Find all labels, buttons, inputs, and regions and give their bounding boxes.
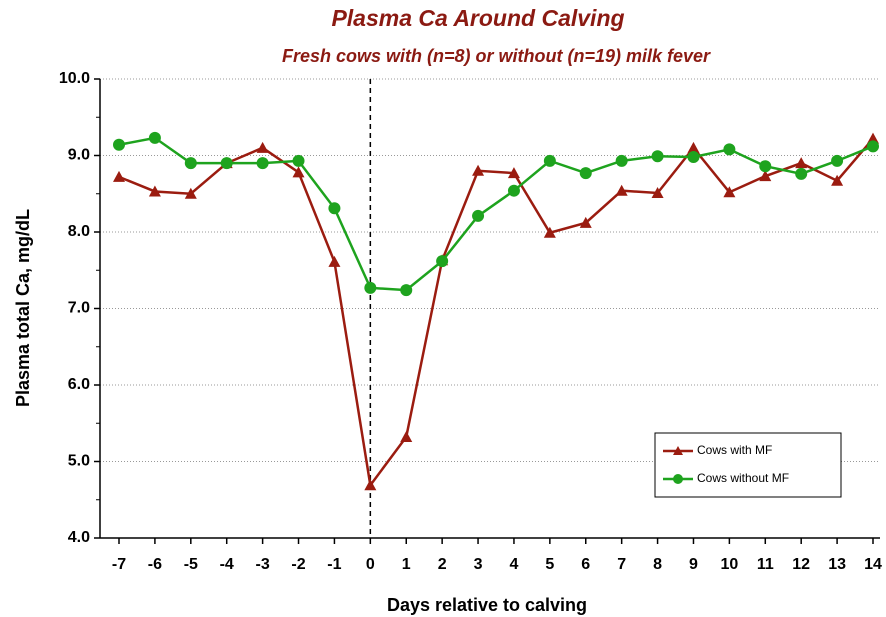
- data-point: [364, 281, 377, 294]
- x-tick-label: -6: [148, 556, 162, 573]
- x-tick-label: -5: [184, 556, 198, 573]
- x-tick-label: 2: [438, 556, 447, 573]
- x-tick-label: 14: [864, 556, 882, 573]
- x-tick-label: 5: [545, 556, 554, 573]
- legend-marker: [673, 446, 683, 455]
- y-axis-label: Plasma total Ca, mg/dL: [13, 209, 33, 407]
- x-tick-label: 10: [720, 556, 738, 573]
- x-tick-label: -4: [220, 556, 234, 573]
- data-point: [292, 154, 305, 167]
- series-line: [118, 137, 874, 489]
- data-point: [364, 479, 377, 491]
- data-point: [867, 140, 879, 153]
- x-tick-label: 11: [757, 556, 774, 573]
- y-tick-label: 8.0: [68, 223, 90, 240]
- data-point: [328, 255, 341, 267]
- data-point: [795, 157, 808, 169]
- data-point: [543, 226, 556, 238]
- data-point: [436, 255, 449, 268]
- x-tick-label: 3: [474, 556, 483, 573]
- data-point: [723, 143, 736, 156]
- data-point: [867, 132, 879, 144]
- data-point: [220, 157, 233, 170]
- data-point: [651, 150, 664, 163]
- data-point: [687, 141, 700, 153]
- data-point: [723, 186, 736, 198]
- data-point: [687, 151, 700, 164]
- data-point: [507, 184, 520, 197]
- data-point: [113, 138, 125, 151]
- y-tick-label: 6.0: [68, 376, 90, 393]
- x-tick-label: -7: [112, 556, 126, 573]
- data-point: [113, 170, 125, 182]
- chart-title: Plasma Ca Around Calving: [331, 5, 624, 31]
- data-point: [759, 170, 772, 182]
- data-point: [579, 216, 592, 228]
- data-point: [615, 154, 628, 167]
- data-point: [184, 187, 197, 199]
- data-point: [292, 166, 305, 178]
- data-point: [507, 167, 520, 179]
- chart-subtitle: Fresh cows with (n=8) or without (n=19) …: [282, 46, 711, 66]
- legend-label: Cows without MF: [697, 471, 789, 485]
- data-point: [795, 167, 808, 180]
- y-tick-label: 4.0: [68, 529, 90, 546]
- x-tick-label: 9: [689, 556, 698, 573]
- series-line: [118, 136, 874, 292]
- y-tick-label: 10.0: [59, 70, 90, 87]
- data-point: [148, 131, 161, 144]
- data-point: [831, 174, 844, 186]
- x-tick-label: 12: [792, 556, 810, 573]
- data-point: [759, 160, 772, 173]
- data-point: [579, 167, 592, 180]
- data-point: [256, 157, 269, 170]
- data-point: [651, 186, 664, 198]
- data-point: [400, 284, 413, 297]
- x-tick-label: 13: [828, 556, 846, 573]
- x-tick-label: 8: [653, 556, 662, 573]
- data-point: [256, 141, 269, 153]
- data-point: [831, 154, 844, 167]
- data-point: [148, 185, 161, 197]
- x-tick-label: 7: [617, 556, 626, 573]
- y-tick-label: 5.0: [68, 453, 90, 470]
- data-point: [472, 209, 485, 222]
- data-point: [184, 157, 197, 170]
- x-tick-label: -2: [291, 556, 305, 573]
- legend-box: [654, 432, 842, 498]
- data-point: [328, 202, 341, 215]
- x-tick-label: 6: [581, 556, 590, 573]
- legend-label: Cows with MF: [697, 443, 772, 457]
- legend-marker: [673, 474, 683, 484]
- data-point: [615, 184, 628, 196]
- data-point: [472, 164, 485, 176]
- data-point: [400, 431, 413, 443]
- x-tick-label: 4: [509, 556, 518, 573]
- x-tick-label: -1: [327, 556, 341, 573]
- x-tick-label: 0: [366, 556, 375, 573]
- y-tick-label: 9.0: [68, 147, 90, 164]
- y-tick-label: 7.0: [68, 300, 90, 317]
- x-tick-label: -3: [256, 556, 270, 573]
- data-point: [543, 154, 556, 167]
- x-tick-label: 1: [402, 556, 411, 573]
- series: [113, 131, 879, 297]
- x-axis-label: Days relative to calving: [387, 595, 587, 615]
